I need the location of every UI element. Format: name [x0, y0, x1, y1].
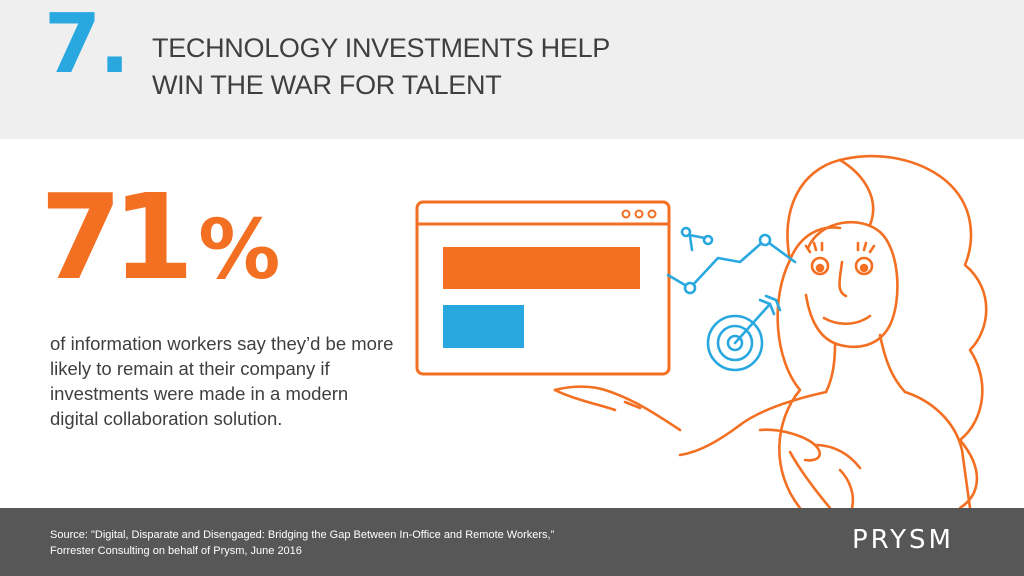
- title-line-1: TECHNOLOGY INVESTMENTS HELP: [152, 33, 610, 63]
- stat-value: 71: [40, 168, 194, 306]
- source-line-1: Source: "Digital, Disparate and Disengag…: [50, 529, 555, 541]
- stat-figure: 71%: [40, 178, 280, 296]
- stat-description: of information workers say they’d be mor…: [50, 333, 394, 429]
- browser-window-icon: [415, 200, 671, 376]
- title-line-2: WIN THE WAR FOR TALENT: [152, 70, 502, 100]
- target-icon: [706, 294, 782, 372]
- line-chart-icon: [666, 226, 797, 295]
- footer-band: Source: "Digital, Disparate and Disengag…: [0, 508, 1024, 576]
- slide-number: 7.: [44, 0, 130, 92]
- source-line-2: Forrester Consulting on behalf of Prysm,…: [50, 545, 302, 557]
- prysm-logo: PRYSM: [852, 525, 954, 555]
- stat-symbol: %: [198, 203, 281, 298]
- source-citation: Source: "Digital, Disparate and Disengag…: [50, 527, 554, 559]
- woman-illustration: [415, 154, 988, 508]
- header-band: 7. TECHNOLOGY INVESTMENTS HELP WIN THE W…: [0, 0, 1024, 139]
- page-title: TECHNOLOGY INVESTMENTS HELP WIN THE WAR …: [152, 30, 610, 104]
